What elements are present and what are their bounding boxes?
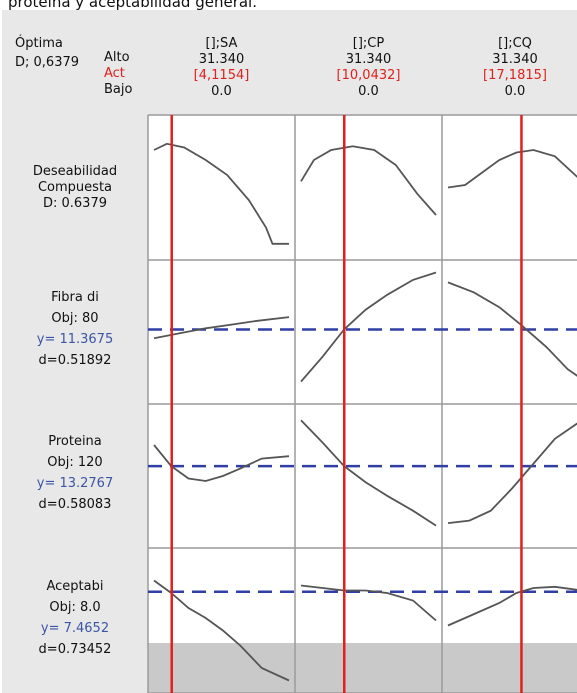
figure-caption: proteína y aceptabilidad general.: [8, 0, 257, 11]
response-name-label: Deseabilidad: [32, 163, 118, 179]
response-name-label: Aceptabi: [46, 578, 104, 594]
lower-shaded-area: [148, 643, 577, 693]
response-name-label: Fibra di: [51, 290, 99, 305]
factor-low-value: 0.0: [504, 84, 526, 99]
response-curve: [300, 145, 437, 216]
response-curve: [447, 149, 577, 189]
response-detail-label: y= 13.2767: [36, 476, 114, 491]
optima-label: Óptima: [15, 36, 63, 51]
response-detail-label: Obj: 120: [47, 455, 103, 470]
composite-desirability-value: D; 0,6379: [15, 55, 80, 70]
response-curve: [300, 584, 437, 622]
plot-area: [147, 114, 577, 693]
factor-current-value: [4,1154]: [193, 68, 250, 83]
response-detail-label: Compuesta: [37, 179, 113, 195]
response-detail-label: y= 11.3675: [36, 332, 114, 347]
factor-low-value: 0.0: [358, 84, 379, 99]
factor-current-value: [17,1815]: [483, 68, 547, 83]
factor-name-label: [];SA: [205, 36, 238, 51]
response-curve: [153, 316, 290, 340]
response-curve: [153, 579, 290, 682]
response-name-label: Proteina: [48, 434, 102, 449]
response-curve: [300, 419, 437, 527]
factor-high-value: 31.340: [198, 52, 245, 67]
response-detail-label: d=0.73452: [38, 641, 112, 657]
bajo-label: Bajo: [104, 82, 133, 97]
response-curve: [447, 585, 577, 627]
factor-low-value: 0.0: [211, 84, 232, 99]
factor-name-label: [];CQ: [498, 36, 532, 51]
response-detail-label: y= 7.4652: [40, 620, 110, 636]
response-curve: [153, 444, 290, 482]
factor-current-value: [10,0432]: [336, 68, 401, 83]
act-label: Act: [104, 66, 125, 81]
optimization-plot-panel: Óptima D; 0,6379 Alto Act Bajo [];SA 31.3…: [2, 10, 577, 693]
response-detail-label: D: 0.6379: [42, 195, 107, 211]
alto-label: Alto: [104, 50, 130, 65]
response-curve: [447, 422, 577, 524]
response-detail-label: Obj: 80: [51, 311, 99, 326]
factor-high-value: 31.340: [345, 52, 392, 67]
response-detail-label: d=0.58083: [38, 497, 112, 512]
factor-name-label: [];CP: [352, 36, 385, 51]
response-curve: [153, 142, 289, 245]
factor-high-value: 31.340: [492, 52, 538, 67]
response-curve: [300, 271, 437, 383]
response-detail-label: d=0.51892: [38, 353, 112, 368]
response-detail-label: Obj: 8.0: [49, 599, 101, 615]
